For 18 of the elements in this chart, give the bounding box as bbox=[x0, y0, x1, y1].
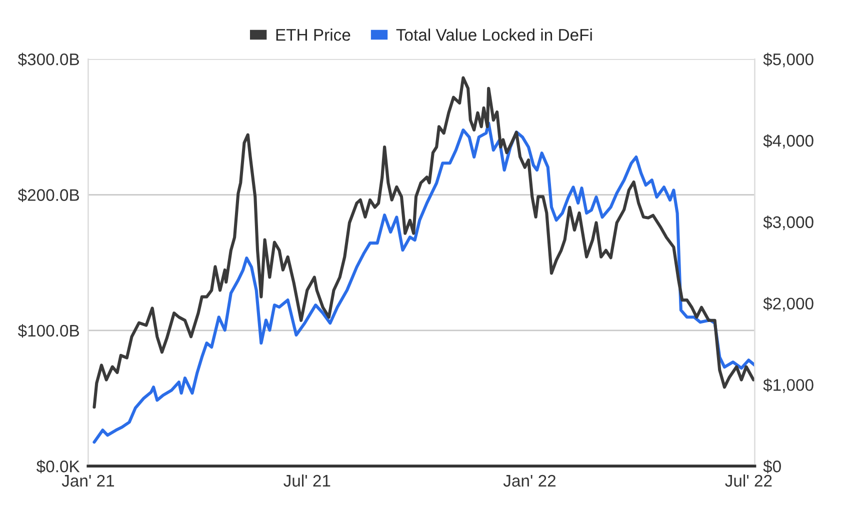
x-tick-label: Jul' 21 bbox=[284, 474, 330, 487]
y-tick-label: $0.0K bbox=[36, 460, 80, 474]
line-series bbox=[92, 76, 755, 409]
y-tick-label: $200.0B bbox=[18, 188, 79, 202]
y2-tick-label: $5,000 bbox=[763, 52, 814, 68]
legend-label: Total Value Locked in DeFi bbox=[396, 28, 592, 41]
y2-tick-label: $2,000 bbox=[763, 297, 814, 312]
y2-tick-label: $3,000 bbox=[763, 216, 814, 230]
x-tick-label: Jul' 22 bbox=[725, 474, 772, 487]
y-tick-label: $300.0B bbox=[18, 52, 79, 66]
y2-tick-label: $1,000 bbox=[763, 378, 814, 393]
legend-label: ETH Price bbox=[276, 28, 350, 41]
y2-tick-label: $4,000 bbox=[763, 134, 814, 149]
x-tick-label: Jan' 22 bbox=[503, 474, 556, 487]
y2-tick-label: $0 bbox=[763, 460, 781, 474]
x-tick-label: Jan' 21 bbox=[62, 474, 114, 487]
line-series bbox=[92, 122, 755, 444]
y-tick-label: $100.0B bbox=[18, 324, 79, 338]
